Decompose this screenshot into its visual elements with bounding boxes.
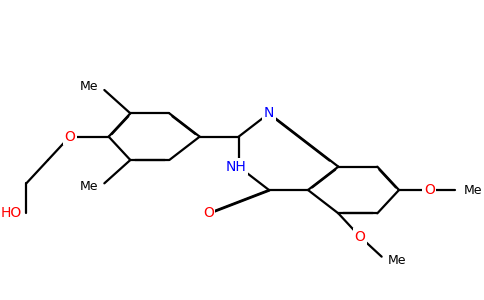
- Text: NH: NH: [226, 160, 247, 174]
- Text: Me: Me: [79, 80, 98, 93]
- Text: Me: Me: [79, 180, 98, 193]
- Text: O: O: [424, 183, 435, 197]
- Text: Me: Me: [388, 254, 407, 266]
- Text: O: O: [64, 130, 75, 144]
- Text: Me: Me: [464, 184, 483, 196]
- Text: O: O: [355, 230, 365, 244]
- Text: HO: HO: [1, 206, 22, 220]
- Text: N: N: [264, 106, 274, 120]
- Text: O: O: [203, 206, 214, 220]
